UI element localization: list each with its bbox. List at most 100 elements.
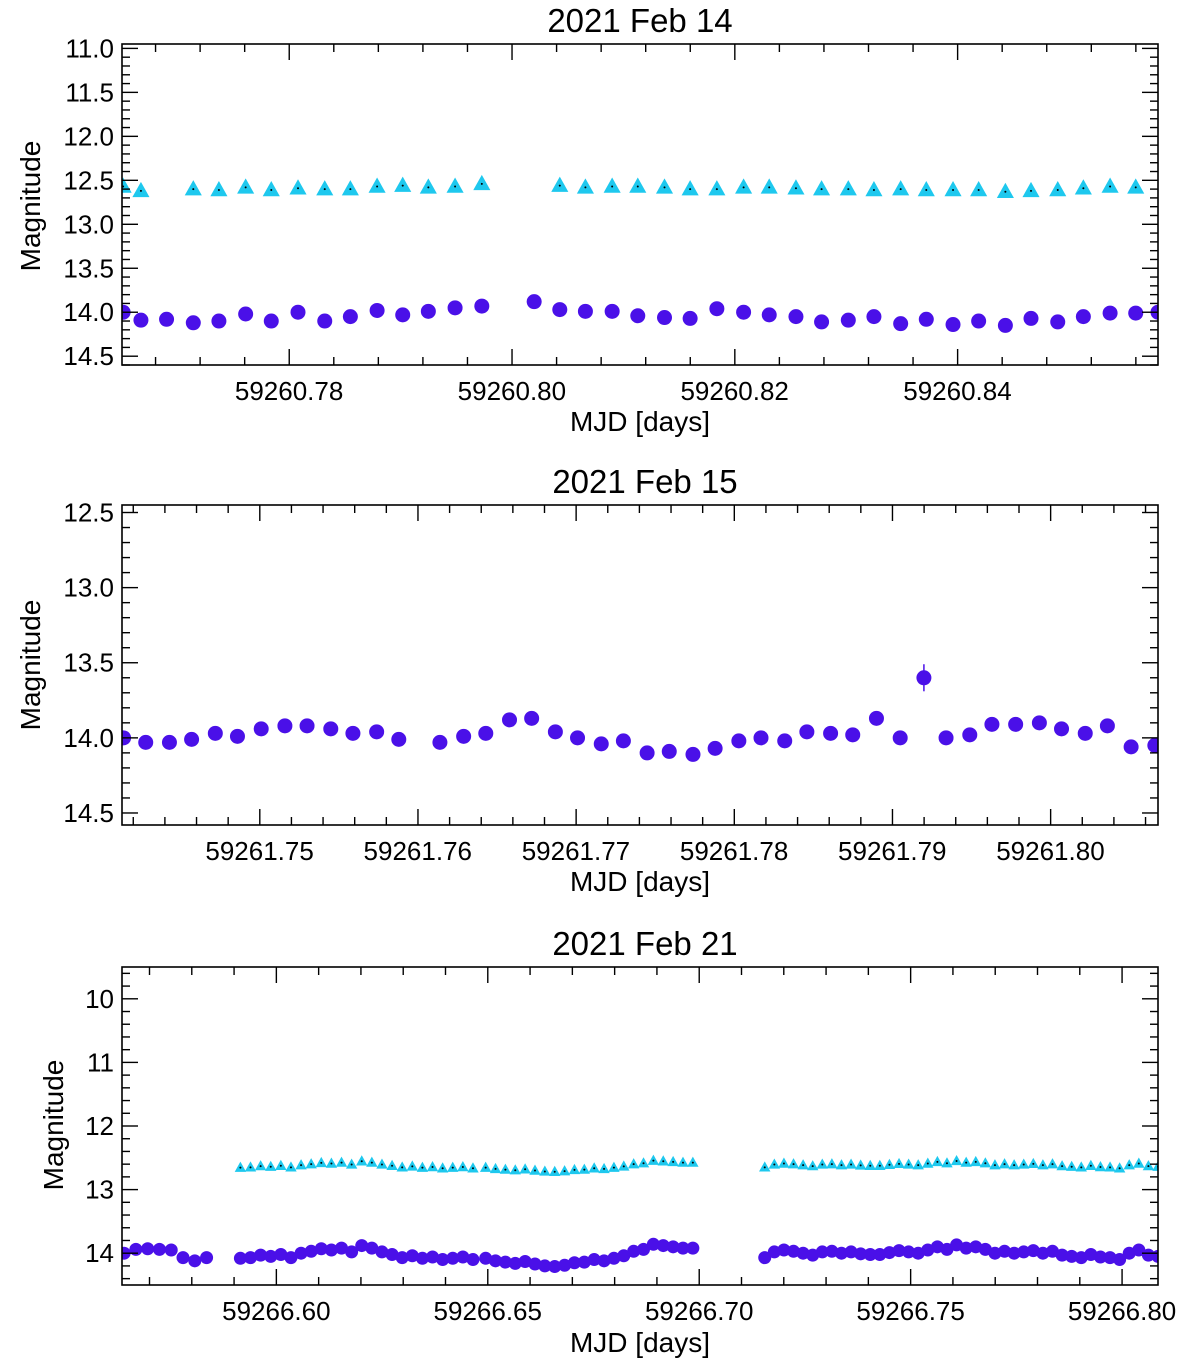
triangle-center-dot	[993, 1164, 996, 1167]
triangle-center-dot	[662, 1160, 665, 1163]
circle-point	[863, 1247, 877, 1261]
circle-point	[753, 730, 769, 746]
circle-point	[761, 307, 777, 323]
triangle-center-dot	[811, 1165, 814, 1168]
triangle-center-dot	[320, 1161, 323, 1164]
circle-point	[1065, 1249, 1079, 1263]
circle-point	[815, 1245, 829, 1259]
triangle-point	[1127, 178, 1145, 194]
circle-point	[558, 1258, 572, 1272]
triangle-center-dot	[1134, 186, 1137, 189]
x-tick-label: 59261.78	[680, 836, 788, 866]
circle-point	[1075, 309, 1091, 325]
triangle-center-dot	[441, 1167, 444, 1170]
triangle-center-dot	[663, 186, 666, 189]
triangle-center-dot	[622, 1165, 625, 1168]
circle-point	[508, 1256, 522, 1270]
y-tick-label: 12.0	[63, 121, 114, 151]
triangle-center-dot	[1022, 1163, 1025, 1166]
triangle-center-dot	[691, 1161, 694, 1164]
triangle-center-dot	[289, 1166, 292, 1169]
triangle-center-dot	[672, 1160, 675, 1163]
triangle-center-dot	[898, 1162, 901, 1165]
triangle-point	[735, 178, 753, 194]
triangle-point	[681, 180, 699, 196]
triangle-point	[917, 180, 935, 197]
data-points	[122, 174, 1158, 333]
x-tick-label: 59260.84	[903, 376, 1011, 406]
triangle-center-dot	[543, 1170, 546, 1173]
circle-point	[141, 1242, 155, 1256]
triangle-center-dot	[300, 1164, 303, 1167]
triangle-point	[473, 174, 491, 191]
triangle-center-dot	[401, 1166, 404, 1169]
circle-point	[552, 302, 568, 318]
circle-point	[823, 725, 839, 741]
triangle-center-dot	[820, 188, 823, 191]
triangle-center-dot	[310, 1163, 313, 1166]
circle-point	[834, 1246, 848, 1260]
triangle-point	[865, 180, 883, 197]
circle-point	[617, 1249, 631, 1263]
circle-point	[758, 1251, 772, 1265]
triangle-center-dot	[1109, 185, 1112, 188]
circle-point	[799, 724, 815, 740]
triangle-point	[576, 178, 594, 194]
triangle-center-dot	[1056, 188, 1059, 191]
circle-point	[385, 1247, 399, 1261]
triangle-center-dot	[899, 188, 902, 191]
circle-point	[244, 1251, 258, 1265]
triangle-center-dot	[636, 185, 639, 188]
circle-point	[489, 1254, 503, 1268]
circle-point	[518, 1254, 532, 1268]
circle-point	[405, 1249, 419, 1263]
circle-point	[1007, 1246, 1021, 1260]
x-tick-label: 59260.82	[680, 376, 788, 406]
y-axis-label: Magnitude	[38, 1060, 69, 1191]
triangle-center-dot	[840, 1164, 843, 1167]
triangle-center-dot	[249, 1166, 252, 1169]
triangle-center-dot	[376, 185, 379, 188]
circle-point	[479, 1251, 493, 1265]
circle-point	[345, 1245, 359, 1259]
triangle-center-dot	[917, 1164, 920, 1167]
triangle-center-dot	[936, 1160, 939, 1163]
triangle-center-dot	[681, 1161, 684, 1164]
triangle-center-dot	[945, 1162, 948, 1165]
x-axis-label: MJD [days]	[570, 406, 710, 437]
circle-point	[984, 716, 1000, 732]
x-tick-label: 59261.76	[364, 836, 472, 866]
circle-point	[868, 710, 884, 726]
circle-point	[962, 727, 978, 743]
triangle-center-dot	[370, 1161, 373, 1164]
circle-point	[299, 718, 315, 734]
circle-point	[436, 1253, 450, 1267]
circle-point	[263, 313, 279, 329]
triangle-center-dot	[239, 1166, 242, 1169]
triangle-center-dot	[583, 1168, 586, 1171]
circle-point	[159, 311, 175, 327]
plot-frame	[121, 966, 1159, 1286]
circle-point	[164, 1243, 178, 1257]
triangle-center-dot	[1118, 1167, 1121, 1170]
triangle-center-dot	[1080, 1166, 1083, 1169]
triangle-center-dot	[1147, 1165, 1150, 1168]
triangle-center-dot	[1109, 1166, 1112, 1169]
triangle-center-dot	[955, 1159, 958, 1162]
circle-point	[971, 313, 987, 329]
circle-point	[607, 1251, 621, 1265]
circle-point	[597, 1254, 611, 1268]
triangle-point	[446, 177, 464, 193]
panel-title: 2021 Feb 14	[547, 2, 732, 39]
triangle-center-dot	[965, 1161, 968, 1164]
circle-point	[1113, 1253, 1127, 1267]
triangle-center-dot	[821, 1163, 824, 1166]
triangle-center-dot	[926, 1162, 929, 1165]
triangle-center-dot	[451, 1166, 454, 1169]
triangle-center-dot	[925, 188, 928, 191]
circle-point	[238, 306, 254, 322]
triangle-center-dot	[792, 1163, 795, 1166]
circle-point	[1141, 1248, 1155, 1262]
triangle-center-dot	[259, 1165, 262, 1168]
circle-point	[138, 734, 154, 750]
